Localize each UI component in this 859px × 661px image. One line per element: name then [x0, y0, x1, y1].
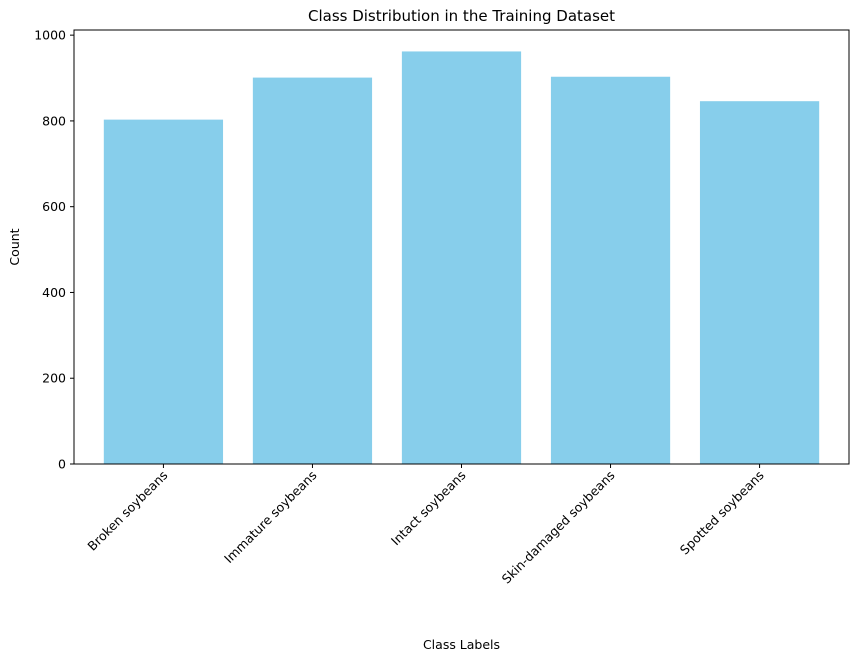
y-tick-label: 800: [42, 113, 66, 128]
y-tick-label: 600: [42, 199, 66, 214]
y-tick-label: 1000: [34, 28, 66, 43]
bar-intact-soybeans: [401, 51, 522, 464]
x-axis-ticks: Broken soybeans Immature soybeans Intact s…: [84, 464, 767, 587]
chart-title: Class Distribution in the Training Datas…: [308, 7, 615, 25]
x-tick-label: Broken soybeans: [84, 468, 170, 554]
y-axis-label: Count: [7, 228, 22, 265]
x-tick-label: Spotted soybeans: [677, 468, 767, 558]
x-tick-label: Immature soybeans: [221, 468, 320, 567]
x-axis-label: Class Labels: [423, 637, 500, 652]
bars-layer: [103, 51, 820, 464]
y-tick-label: 0: [58, 457, 66, 472]
y-tick-label: 400: [42, 285, 66, 300]
y-tick-label: 200: [42, 371, 66, 386]
x-tick-label: Intact soybeans: [388, 468, 469, 549]
y-axis-ticks: 0 200 400 600 800 1000: [34, 28, 74, 472]
bar-skin-damaged-soybeans: [550, 76, 671, 464]
bar-broken-soybeans: [103, 119, 224, 464]
bar-spotted-soybeans: [699, 101, 820, 464]
x-tick-label: Skin-damaged soybeans: [499, 468, 618, 587]
bar-immature-soybeans: [252, 77, 373, 464]
